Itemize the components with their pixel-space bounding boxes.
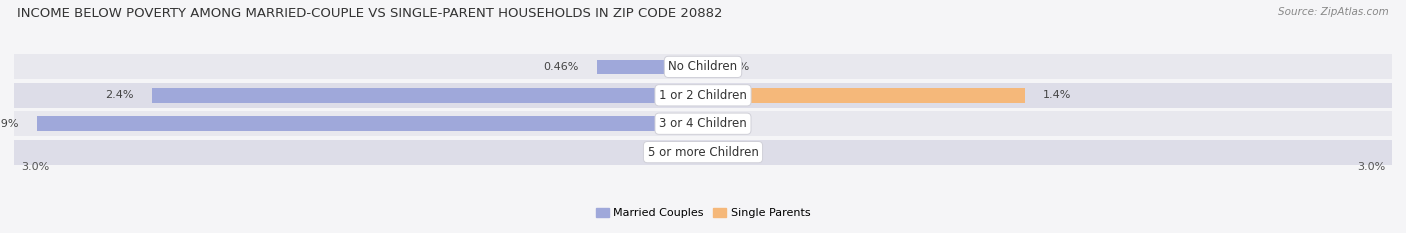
Bar: [14, 83, 1392, 108]
Text: 0.0%: 0.0%: [721, 62, 749, 72]
Legend: Married Couples, Single Parents: Married Couples, Single Parents: [592, 204, 814, 223]
Text: No Children: No Children: [668, 60, 738, 73]
Text: 0.0%: 0.0%: [657, 147, 685, 157]
Bar: [14, 54, 1392, 79]
Text: 2.9%: 2.9%: [0, 119, 18, 129]
Bar: [703, 88, 1025, 103]
Text: INCOME BELOW POVERTY AMONG MARRIED-COUPLE VS SINGLE-PARENT HOUSEHOLDS IN ZIP COD: INCOME BELOW POVERTY AMONG MARRIED-COUPL…: [17, 7, 723, 20]
Bar: [598, 59, 703, 74]
Bar: [37, 116, 703, 131]
Bar: [152, 88, 703, 103]
Text: 3 or 4 Children: 3 or 4 Children: [659, 117, 747, 130]
Text: 5 or more Children: 5 or more Children: [648, 146, 758, 159]
Text: 3.0%: 3.0%: [1357, 162, 1385, 172]
Text: 3.0%: 3.0%: [21, 162, 49, 172]
Bar: [14, 111, 1392, 136]
Text: 0.0%: 0.0%: [721, 119, 749, 129]
Text: 0.0%: 0.0%: [721, 147, 749, 157]
Text: Source: ZipAtlas.com: Source: ZipAtlas.com: [1278, 7, 1389, 17]
Text: 0.46%: 0.46%: [544, 62, 579, 72]
Text: 2.4%: 2.4%: [105, 90, 134, 100]
Text: 1.4%: 1.4%: [1043, 90, 1071, 100]
Bar: [14, 140, 1392, 165]
Text: 1 or 2 Children: 1 or 2 Children: [659, 89, 747, 102]
